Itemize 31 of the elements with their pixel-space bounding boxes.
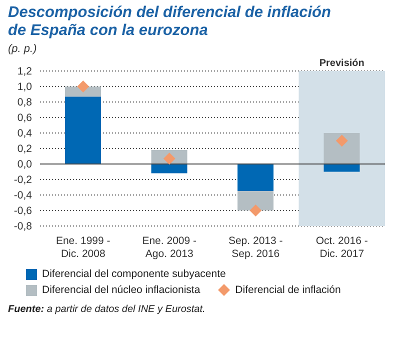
point [250,204,262,216]
bar [65,96,101,164]
y-tick-label: 1,0 [17,81,32,94]
point [77,80,90,92]
y-tick-label: 1,2 [17,66,32,78]
y-axis-title: (p. p.) [7,42,38,55]
bar [151,164,188,174]
point [336,134,348,147]
y-tick-label: -0,6 [14,205,32,218]
x-tick-label: Ene. 2009 - Ago. 2013 [141,235,198,261]
chart-title: Descomposición del diferencial de inflación de España con la eurozona [7,3,332,40]
x-tick-label: Sep. 2013 - Sep. 2016 [227,235,284,261]
y-tick-label: 0,4 [17,128,32,140]
y-tick-label: 0,2 [17,143,32,156]
source-note: Fuente: a partir de datos del INE y Eurostat. [7,303,206,315]
bar [238,164,274,192]
x-tick-label: Ene. 1999 - Dic. 2008 [54,235,112,261]
y-tick-label: -0,8 [14,220,32,233]
y-tick-label: -0,2 [14,174,32,186]
legend-label: Diferencial de inflación [235,284,341,296]
bar [324,133,360,164]
bar [324,164,360,172]
band-label: Previsión [319,58,364,69]
legend-label: Diferencial del núcleo inflacionista [42,284,200,296]
x-tick-label: Oct. 2016 - Dic. 2017 [314,235,369,261]
y-tick-label: 0,6 [17,112,32,124]
legend-label: Diferencial del componente subyacente [42,268,226,280]
y-tick-label: 0,0 [17,158,32,171]
y-tick-label: -0,4 [14,190,32,202]
bar [238,191,274,210]
y-tick-label: 0,8 [17,96,32,109]
